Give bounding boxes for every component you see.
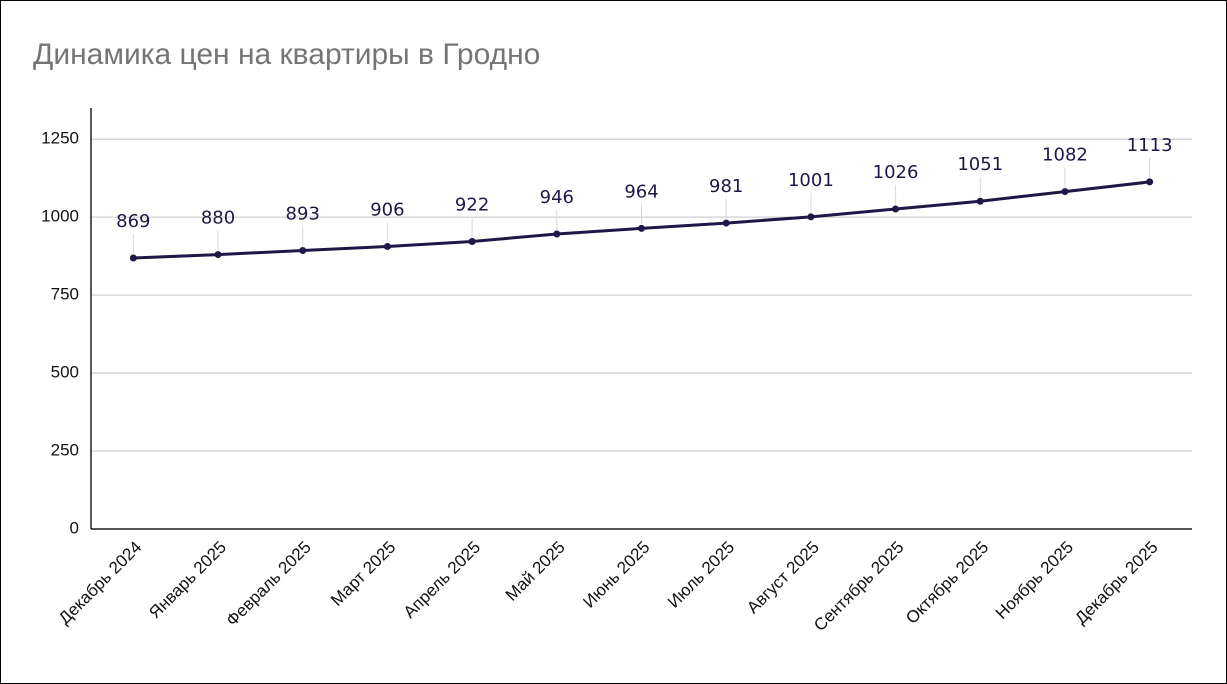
- data-label: 964: [624, 181, 658, 202]
- y-tick-label: 1000: [41, 207, 79, 226]
- point: [1061, 188, 1069, 196]
- data-label: 1026: [873, 162, 919, 183]
- data-label: 893: [286, 204, 320, 225]
- data-label: 1082: [1042, 145, 1088, 166]
- y-tick-label: 750: [51, 285, 79, 304]
- data-label: 1051: [957, 154, 1003, 175]
- point: [976, 197, 984, 205]
- point: [553, 230, 561, 238]
- data-label: 906: [370, 199, 404, 220]
- data-label: 946: [540, 187, 574, 208]
- point: [468, 237, 476, 245]
- data-label: 922: [455, 194, 489, 215]
- y-tick-label: 500: [51, 363, 79, 382]
- data-label: 1001: [788, 170, 834, 191]
- point: [129, 254, 137, 262]
- point: [383, 242, 391, 250]
- y-tick-label: 0: [70, 518, 79, 537]
- point: [299, 247, 307, 255]
- point: [638, 224, 645, 232]
- point: [722, 219, 730, 227]
- chart-title: Динамика цен на квартиры в Гродно: [33, 38, 540, 71]
- y-tick-label: 250: [51, 441, 79, 460]
- data-label: 1113: [1127, 135, 1173, 156]
- point: [1146, 178, 1154, 186]
- data-label: 981: [709, 176, 743, 197]
- point: [807, 213, 815, 221]
- data-label: 869: [116, 211, 150, 232]
- y-tick-label: 1250: [41, 129, 79, 148]
- data-label: 880: [201, 208, 235, 229]
- point: [214, 251, 222, 259]
- point: [892, 205, 900, 213]
